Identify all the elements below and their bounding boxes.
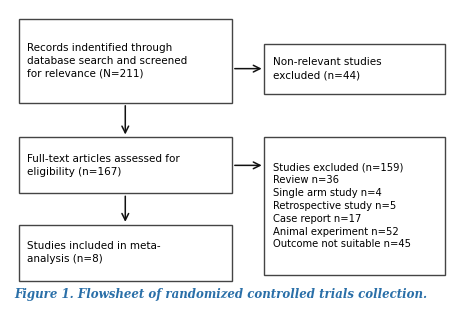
- Text: Non-relevant studies
excluded (n=44): Non-relevant studies excluded (n=44): [272, 57, 381, 80]
- Text: Full-text articles assessed for
eligibility (n=167): Full-text articles assessed for eligibil…: [27, 154, 179, 177]
- Bar: [19, 137, 232, 193]
- Bar: [19, 19, 232, 103]
- Text: Studies excluded (n=159)
Review n=36
Single arm study n=4
Retrospective study n=: Studies excluded (n=159) Review n=36 Sin…: [272, 163, 410, 249]
- Bar: [264, 44, 444, 94]
- Bar: [19, 225, 232, 281]
- Text: Records indentified through
database search and screened
for relevance (N=211): Records indentified through database sea…: [27, 43, 187, 79]
- Text: Studies included in meta-
analysis (n=8): Studies included in meta- analysis (n=8): [27, 241, 160, 264]
- Text: Figure 1. Flowsheet of randomized controlled trials collection.: Figure 1. Flowsheet of randomized contro…: [14, 288, 426, 301]
- Bar: [264, 137, 444, 275]
